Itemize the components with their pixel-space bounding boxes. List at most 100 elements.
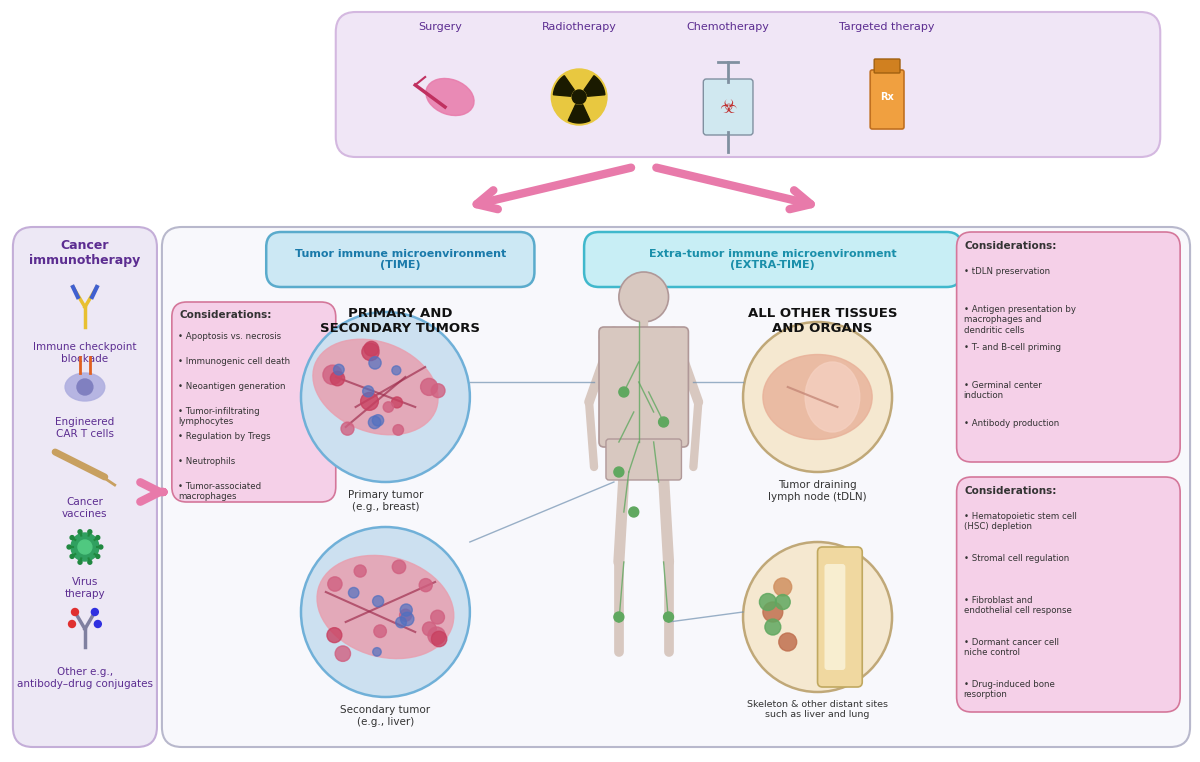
Text: PRIMARY AND
SECONDARY TUMORS: PRIMARY AND SECONDARY TUMORS	[320, 307, 480, 335]
Circle shape	[372, 596, 384, 607]
Circle shape	[341, 422, 354, 435]
Circle shape	[764, 619, 781, 635]
Text: • Drug-induced bone
resorption: • Drug-induced bone resorption	[964, 680, 1055, 700]
Text: Skeleton & other distant sites
such as liver and lung: Skeleton & other distant sites such as l…	[748, 700, 888, 719]
Text: • Germinal center
induction: • Germinal center induction	[964, 381, 1042, 400]
Circle shape	[383, 402, 394, 412]
Circle shape	[391, 397, 402, 408]
FancyBboxPatch shape	[870, 70, 904, 129]
FancyBboxPatch shape	[599, 327, 689, 447]
Text: Surgery: Surgery	[418, 22, 462, 32]
Circle shape	[619, 387, 629, 397]
Polygon shape	[569, 104, 590, 123]
Circle shape	[419, 578, 432, 592]
Circle shape	[760, 594, 776, 610]
Text: Chemotherapy: Chemotherapy	[686, 22, 769, 32]
Circle shape	[72, 609, 78, 616]
Text: • Antibody production: • Antibody production	[964, 419, 1058, 428]
Circle shape	[78, 530, 82, 534]
Circle shape	[400, 609, 412, 621]
Circle shape	[96, 536, 100, 539]
Text: • Tumor-infiltrating
lymphocytes: • Tumor-infiltrating lymphocytes	[178, 407, 259, 427]
Circle shape	[96, 555, 100, 559]
Polygon shape	[584, 75, 605, 96]
Text: Tumor immune microenvironment
(TIME): Tumor immune microenvironment (TIME)	[295, 248, 506, 271]
Text: Considerations:: Considerations:	[965, 241, 1057, 251]
Circle shape	[431, 384, 445, 398]
Circle shape	[428, 627, 445, 645]
Circle shape	[334, 364, 344, 375]
Circle shape	[614, 467, 624, 477]
Text: Primary tumor
(e.g., breast): Primary tumor (e.g., breast)	[348, 490, 424, 511]
Circle shape	[659, 417, 668, 427]
Text: • Tumor-associated
macrophages: • Tumor-associated macrophages	[178, 482, 260, 501]
Circle shape	[348, 588, 359, 598]
Text: • Regulation by Tregs: • Regulation by Tregs	[178, 432, 270, 441]
Text: • T- and B-cell priming: • T- and B-cell priming	[964, 343, 1061, 352]
Text: Considerations:: Considerations:	[180, 310, 272, 320]
Circle shape	[67, 545, 71, 549]
Circle shape	[629, 507, 638, 517]
Circle shape	[743, 542, 892, 692]
Circle shape	[68, 620, 76, 627]
Text: Virus
therapy: Virus therapy	[65, 577, 106, 599]
Circle shape	[664, 612, 673, 622]
Text: Cancer
vaccines: Cancer vaccines	[62, 497, 108, 519]
Circle shape	[70, 536, 74, 539]
FancyBboxPatch shape	[817, 547, 863, 687]
Circle shape	[78, 540, 92, 554]
Circle shape	[95, 620, 101, 627]
FancyBboxPatch shape	[584, 232, 961, 287]
Ellipse shape	[805, 362, 859, 432]
FancyBboxPatch shape	[956, 232, 1180, 462]
Circle shape	[368, 416, 380, 429]
Ellipse shape	[313, 339, 438, 435]
Text: ☣: ☣	[719, 98, 737, 117]
FancyBboxPatch shape	[162, 227, 1190, 747]
FancyBboxPatch shape	[956, 477, 1180, 712]
Circle shape	[71, 533, 98, 561]
Ellipse shape	[426, 78, 474, 116]
Circle shape	[368, 357, 382, 369]
Text: Other e.g.,
antibody–drug conjugates: Other e.g., antibody–drug conjugates	[17, 667, 152, 689]
Circle shape	[372, 415, 384, 426]
Text: • Fibroblast and
endothelial cell response: • Fibroblast and endothelial cell respon…	[964, 596, 1072, 616]
FancyBboxPatch shape	[172, 302, 336, 502]
Text: Secondary tumor
(e.g., liver): Secondary tumor (e.g., liver)	[341, 705, 431, 727]
FancyBboxPatch shape	[824, 564, 845, 670]
Circle shape	[354, 565, 366, 577]
FancyBboxPatch shape	[606, 439, 682, 480]
Circle shape	[401, 612, 414, 626]
Text: • Apoptosis vs. necrosis: • Apoptosis vs. necrosis	[178, 332, 281, 341]
Circle shape	[551, 69, 607, 125]
Ellipse shape	[65, 373, 104, 401]
Circle shape	[78, 560, 82, 564]
FancyBboxPatch shape	[874, 59, 900, 73]
Circle shape	[70, 555, 74, 559]
Circle shape	[619, 272, 668, 322]
Circle shape	[373, 648, 382, 656]
Text: Rx: Rx	[881, 92, 894, 102]
Circle shape	[326, 628, 342, 642]
Ellipse shape	[763, 354, 872, 440]
Circle shape	[77, 379, 92, 395]
Circle shape	[779, 633, 797, 651]
FancyBboxPatch shape	[13, 227, 157, 747]
Ellipse shape	[317, 555, 454, 658]
Circle shape	[400, 604, 413, 616]
Circle shape	[328, 577, 342, 591]
Circle shape	[98, 545, 103, 549]
Circle shape	[572, 90, 586, 104]
Circle shape	[323, 365, 342, 385]
Circle shape	[362, 386, 373, 397]
Circle shape	[396, 617, 407, 628]
Circle shape	[374, 625, 386, 638]
Circle shape	[361, 392, 378, 410]
Circle shape	[763, 602, 782, 622]
Circle shape	[392, 424, 403, 435]
FancyBboxPatch shape	[336, 12, 1160, 157]
Circle shape	[88, 530, 92, 534]
Text: • Neutrophils: • Neutrophils	[178, 457, 235, 466]
Text: • Hematopoietic stem cell
(HSC) depletion: • Hematopoietic stem cell (HSC) depletio…	[964, 512, 1076, 531]
Text: • Immunogenic cell death: • Immunogenic cell death	[178, 357, 290, 366]
